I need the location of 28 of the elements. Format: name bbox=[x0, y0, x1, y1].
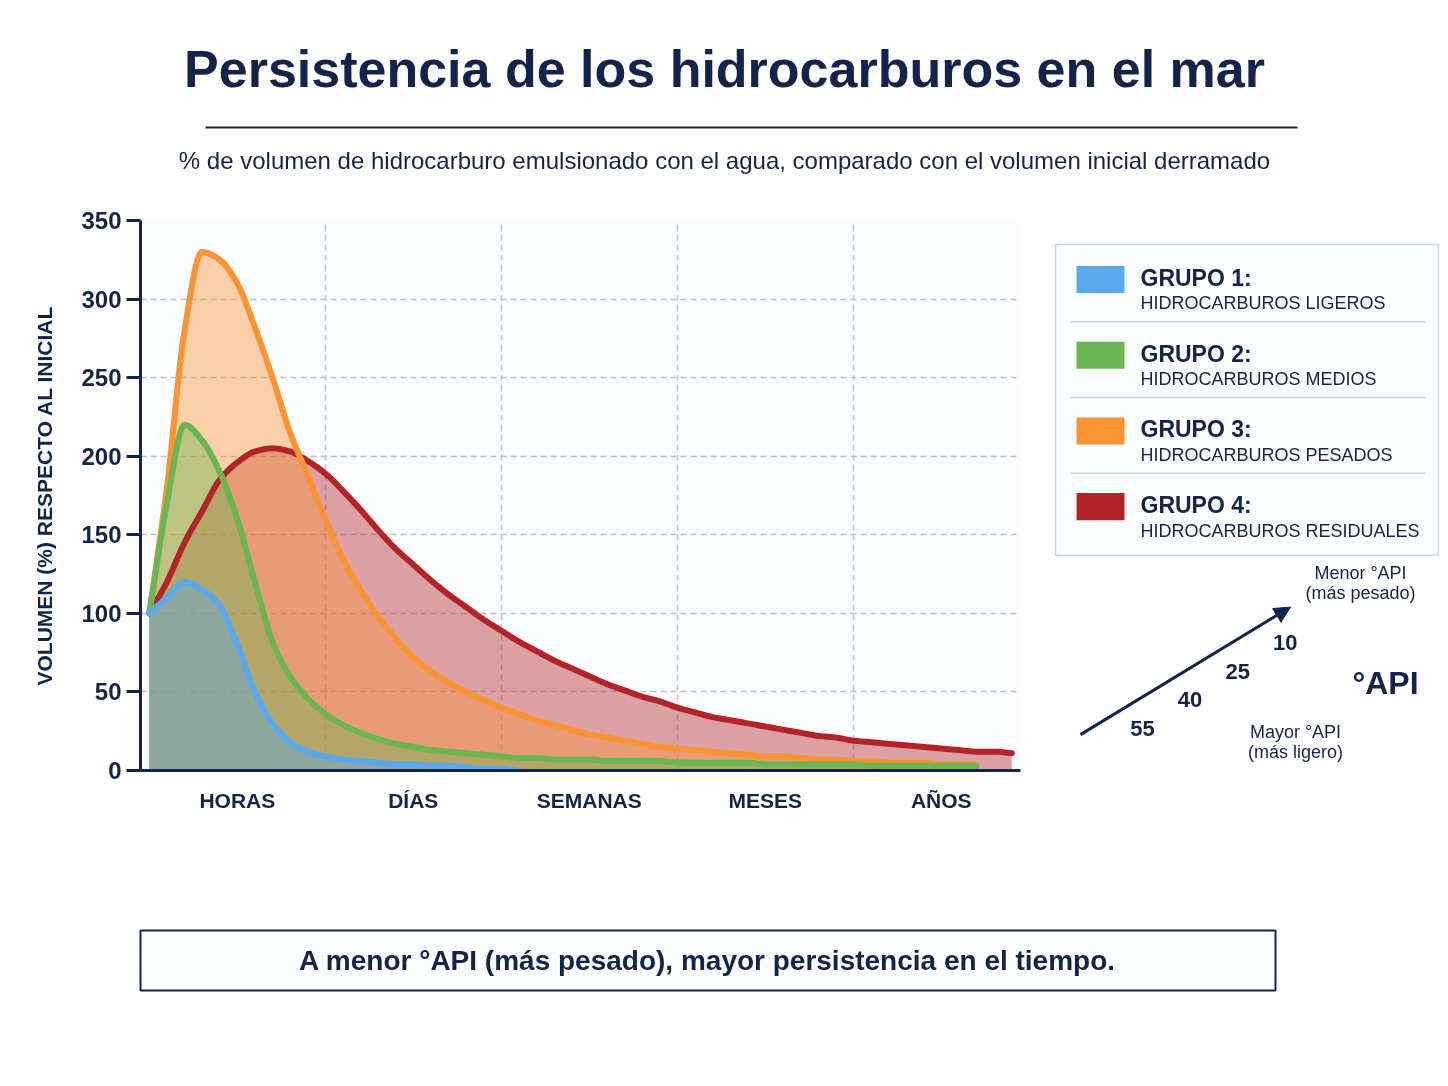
y-axis-title: VOLUMEN (%) RESPECTO AL INICIAL bbox=[33, 306, 57, 686]
text: 10 bbox=[1273, 629, 1298, 655]
x-tick-label: HORAS bbox=[199, 788, 276, 812]
y-tick-label: 300 bbox=[81, 285, 122, 313]
y-tick-label: 150 bbox=[81, 521, 122, 549]
chart-title: Persistencia de los hidrocarburos en el mar bbox=[184, 39, 1265, 98]
y-tick-label: 350 bbox=[81, 207, 122, 234]
x-tick-label: MESES bbox=[728, 788, 803, 812]
text: A menor °API (más pesado), mayor persistencia en el tiempo. bbox=[298, 945, 1116, 976]
y-tick-label: 100 bbox=[81, 599, 122, 627]
legend-label: GRUPO 4: HIDROCARBUROS RESIDUALES bbox=[1140, 492, 1420, 541]
text: Mayor °API (más ligero) bbox=[1247, 722, 1344, 763]
legend-label: GRUPO 3: HIDROCARBUROS PESADOS bbox=[1140, 416, 1393, 465]
text: °API bbox=[1352, 664, 1419, 701]
y-tick-label: 250 bbox=[81, 364, 122, 392]
x-tick-label: SEMANAS bbox=[536, 788, 642, 812]
x-tick-label: DÍAS bbox=[388, 788, 439, 812]
text: 55 bbox=[1130, 716, 1155, 742]
legend-label: GRUPO 1: HIDROCARBUROS LIGEROS bbox=[1140, 264, 1386, 314]
legend-label: GRUPO 2: HIDROCARBUROS MEDIOS bbox=[1140, 340, 1377, 390]
y-tick-label: 200 bbox=[81, 442, 122, 470]
text: 25 bbox=[1225, 658, 1250, 684]
text: 40 bbox=[1177, 687, 1203, 713]
y-tick-label: 0 bbox=[108, 757, 122, 784]
chart-subtitle: % de volumen de hidrocarburo emulsionado con el agua, comparado con el volumen inicial derramado bbox=[178, 147, 1271, 174]
x-tick-label: AÑOS bbox=[910, 788, 972, 812]
text: Menor °API (más pesado) bbox=[1305, 562, 1416, 603]
y-tick-label: 50 bbox=[94, 678, 122, 706]
